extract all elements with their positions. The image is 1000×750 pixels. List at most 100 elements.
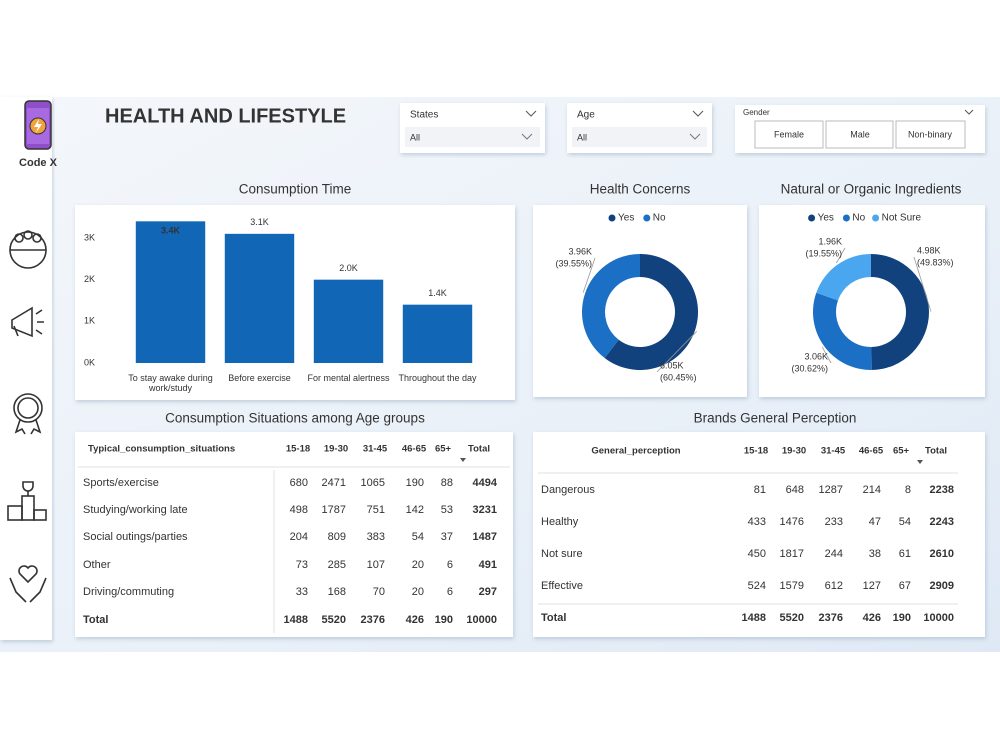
cell: 37 <box>441 531 453 543</box>
filter-value: All <box>577 132 587 142</box>
bar-value-label: 3.4K <box>161 226 181 236</box>
chart-title: Natural or Organic Ingredients <box>781 182 962 197</box>
table-title: Consumption Situations among Age groups <box>165 411 425 426</box>
cell: 6 <box>447 586 453 598</box>
legend-label: No <box>653 213 666 224</box>
filter-label: Gender <box>743 108 770 117</box>
cell: 190 <box>893 612 911 624</box>
cell: 426 <box>863 612 881 624</box>
cell: 190 <box>435 614 453 626</box>
cell: 54 <box>899 516 911 528</box>
cell: 809 <box>328 531 346 543</box>
row-label: Dangerous <box>541 484 595 496</box>
cell: 524 <box>748 580 766 592</box>
leader-line <box>835 247 846 264</box>
filter-label: States <box>410 110 438 121</box>
bar-value-label: 1.4K <box>428 288 447 298</box>
column-header: 46-65 <box>402 444 427 455</box>
cell: 204 <box>290 531 308 543</box>
cell: 10000 <box>923 612 954 624</box>
cell: 47 <box>869 516 881 528</box>
column-header: 65+ <box>893 446 910 457</box>
cell: 2909 <box>930 580 954 592</box>
cell: 6 <box>447 559 453 571</box>
legend-swatch <box>872 214 880 222</box>
column-header: 15-18 <box>286 444 310 455</box>
cell: 214 <box>863 484 881 496</box>
cell: 2376 <box>819 612 843 624</box>
bar <box>135 221 206 363</box>
cell: 168 <box>328 586 346 598</box>
row-label: Social outings/parties <box>83 531 188 543</box>
slice-percent-label: (39.55%) <box>555 258 592 268</box>
cell: 612 <box>825 580 843 592</box>
cell: 383 <box>367 531 385 543</box>
cell: 88 <box>441 477 453 489</box>
filter-age[interactable]: Age All <box>567 103 712 153</box>
leader-line <box>656 331 698 373</box>
legend-label: Not Sure <box>882 213 922 224</box>
donut-slice <box>813 292 872 370</box>
y-tick-label: 2K <box>84 274 95 284</box>
slice-percent-label: (60.45%) <box>660 372 697 382</box>
column-header: 46-65 <box>859 446 884 457</box>
donut-slice <box>604 254 699 370</box>
row-label: Total <box>541 612 566 624</box>
filter-states[interactable]: States All <box>400 103 545 153</box>
cell: 680 <box>290 477 308 489</box>
gender-button[interactable] <box>825 120 894 149</box>
donut-slice <box>816 254 871 301</box>
cell: 81 <box>754 484 766 496</box>
cell: 1488 <box>284 614 308 626</box>
column-header: 65+ <box>435 444 452 455</box>
cell: 61 <box>899 548 911 560</box>
logo <box>24 100 52 150</box>
cell: 2243 <box>930 516 954 528</box>
nav-promo[interactable] <box>11 306 44 338</box>
x-tick-label: To stay awake during work/study <box>128 373 213 393</box>
cell: 20 <box>412 586 424 598</box>
sort-indicator <box>917 460 923 464</box>
row-label: Not sure <box>541 548 583 560</box>
cell: 142 <box>406 504 424 516</box>
donut-slice <box>582 254 640 358</box>
nav-care[interactable] <box>9 565 47 603</box>
column-header: 31-45 <box>821 446 846 457</box>
cell: 73 <box>296 559 308 571</box>
gender-option: Male <box>850 129 870 139</box>
cell: 491 <box>479 559 497 571</box>
sort-indicator <box>460 458 466 462</box>
nav-brand[interactable] <box>13 393 43 435</box>
legend-swatch <box>643 214 651 222</box>
gender-button[interactable] <box>754 120 824 149</box>
bar <box>402 304 473 363</box>
cell: 20 <box>412 559 424 571</box>
sidebar <box>0 97 52 640</box>
cell: 5520 <box>780 612 804 624</box>
cell: 1287 <box>819 484 843 496</box>
cell: 127 <box>863 580 881 592</box>
cell: 1065 <box>361 477 385 489</box>
cell: 1488 <box>742 612 766 624</box>
gender-button[interactable] <box>895 120 966 149</box>
y-tick-label: 0K <box>84 357 95 367</box>
table-panel <box>533 432 985 637</box>
cell: 433 <box>748 516 766 528</box>
table-title: Brands General Perception <box>694 411 857 426</box>
cell: 10000 <box>466 614 497 626</box>
chevron <box>964 109 974 115</box>
column-header: 31-45 <box>363 444 388 455</box>
x-tick-label: For mental alertness <box>307 373 390 383</box>
page-title: HEALTH AND LIFESTYLE <box>105 105 346 127</box>
cell: 8 <box>905 484 911 496</box>
chevron <box>525 110 537 117</box>
cell: 4494 <box>473 477 498 489</box>
nav-people[interactable] <box>9 230 47 269</box>
nav-trophy[interactable] <box>7 481 47 521</box>
cell: 3231 <box>473 504 497 516</box>
dropdown <box>405 127 540 147</box>
slice-value-label: 3.96K <box>568 246 592 256</box>
bar-value-label: 2.0K <box>339 263 358 273</box>
